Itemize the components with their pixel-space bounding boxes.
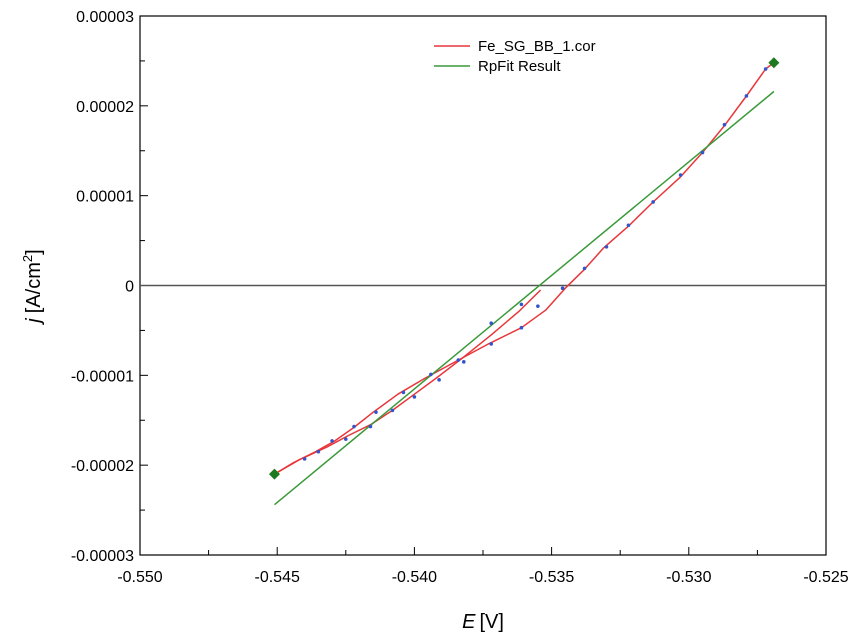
data-point bbox=[456, 358, 461, 362]
y-axis-unit-superscript: 2 bbox=[20, 255, 35, 262]
y-axis-title: j [A/cm2] bbox=[20, 249, 45, 325]
data-point bbox=[519, 325, 524, 330]
data-point bbox=[330, 439, 334, 443]
data-point bbox=[700, 150, 705, 155]
x-tick-label: -0.545 bbox=[255, 569, 300, 586]
x-axis-unit: [V] bbox=[479, 611, 503, 633]
data-point bbox=[412, 395, 417, 399]
y-axis-unit-prefix: [A/cm bbox=[23, 262, 45, 313]
legend-label-series-0: Fe_SG_BB_1.cor bbox=[478, 38, 596, 55]
data-point bbox=[368, 424, 373, 429]
legend-label-series-2: RpFit Result bbox=[478, 58, 561, 75]
y-tick-label: -0.00002 bbox=[71, 458, 134, 475]
data-point bbox=[678, 173, 683, 177]
data-point bbox=[374, 410, 378, 414]
y-tick-label: 0.00002 bbox=[76, 99, 134, 116]
data-point bbox=[429, 372, 433, 377]
y-tick-label: -0.00003 bbox=[71, 548, 134, 565]
endpoint-markers bbox=[268, 57, 780, 480]
data-point bbox=[626, 223, 631, 228]
y-tick-label: 0.00001 bbox=[76, 189, 134, 206]
legend: Fe_SG_BB_1.cor RpFit Result bbox=[434, 38, 596, 75]
data-point bbox=[763, 67, 768, 71]
data-point bbox=[489, 342, 494, 346]
data-point bbox=[651, 200, 655, 204]
data-point bbox=[582, 266, 587, 271]
x-axis-ticks: -0.550 -0.545 -0.540 -0.535 -0.530 -0.525 bbox=[117, 547, 849, 586]
data-point bbox=[316, 449, 321, 454]
data-point bbox=[744, 94, 749, 98]
x-tick-label: -0.535 bbox=[529, 569, 574, 586]
data-point bbox=[604, 245, 609, 249]
data-points bbox=[302, 67, 768, 461]
endpoint-marker bbox=[768, 57, 780, 69]
y-axis-ticks: -0.00003 -0.00002 -0.00001 0 0.00001 0.00002 0… bbox=[71, 9, 148, 565]
x-tick-label: -0.530 bbox=[666, 569, 711, 586]
y-axis-unit-suffix: ] bbox=[23, 249, 45, 255]
endpoint-marker bbox=[268, 468, 280, 480]
y-tick-label: 0.00003 bbox=[76, 9, 134, 26]
y-axis-symbol: j bbox=[23, 318, 45, 326]
y-tick-label: 0 bbox=[125, 279, 134, 296]
data-point bbox=[437, 378, 441, 382]
x-tick-label: -0.550 bbox=[117, 569, 162, 586]
series-layer bbox=[274, 62, 775, 506]
data-point bbox=[461, 360, 466, 364]
data-point bbox=[519, 302, 524, 307]
series-line-1 bbox=[274, 289, 542, 475]
data-point bbox=[352, 424, 356, 429]
x-axis-title: E [V] bbox=[462, 611, 504, 633]
y-tick-label: -0.00001 bbox=[71, 368, 134, 385]
data-point bbox=[390, 408, 395, 413]
x-tick-label: -0.525 bbox=[803, 569, 848, 586]
x-tick-label: -0.540 bbox=[392, 569, 437, 586]
series-line-2 bbox=[274, 90, 775, 506]
data-point bbox=[302, 457, 307, 461]
data-point bbox=[722, 122, 727, 127]
data-point bbox=[344, 437, 348, 441]
data-point bbox=[536, 304, 540, 308]
data-point bbox=[560, 286, 565, 290]
data-point bbox=[401, 390, 406, 395]
series-line-0 bbox=[274, 62, 775, 475]
data-point bbox=[489, 321, 494, 326]
x-axis-symbol: E bbox=[462, 611, 476, 633]
